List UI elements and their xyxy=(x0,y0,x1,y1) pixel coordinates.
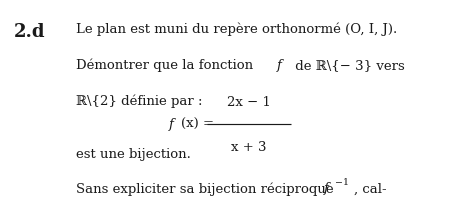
Text: Sans expliciter sa bijection réciproque: Sans expliciter sa bijection réciproque xyxy=(76,181,338,195)
Text: x + 3: x + 3 xyxy=(231,140,267,153)
Text: 2x − 1: 2x − 1 xyxy=(227,96,271,108)
Text: f: f xyxy=(324,181,329,194)
Text: Le plan est muni du repère orthonormé (O, I, J).: Le plan est muni du repère orthonormé (O… xyxy=(76,22,398,36)
Text: , cal-: , cal- xyxy=(354,181,387,194)
Text: −1: −1 xyxy=(335,178,349,187)
Text: de ℝ\{− 3} vers: de ℝ\{− 3} vers xyxy=(291,58,405,71)
Text: (x) =: (x) = xyxy=(181,118,219,131)
Text: 2.d: 2.d xyxy=(14,22,46,40)
Text: est une bijection.: est une bijection. xyxy=(76,147,191,160)
Text: ℝ\{2} définie par :: ℝ\{2} définie par : xyxy=(76,94,203,108)
Text: f: f xyxy=(169,118,173,131)
Text: Démontrer que la fonction: Démontrer que la fonction xyxy=(76,58,257,72)
Text: f: f xyxy=(277,58,282,71)
